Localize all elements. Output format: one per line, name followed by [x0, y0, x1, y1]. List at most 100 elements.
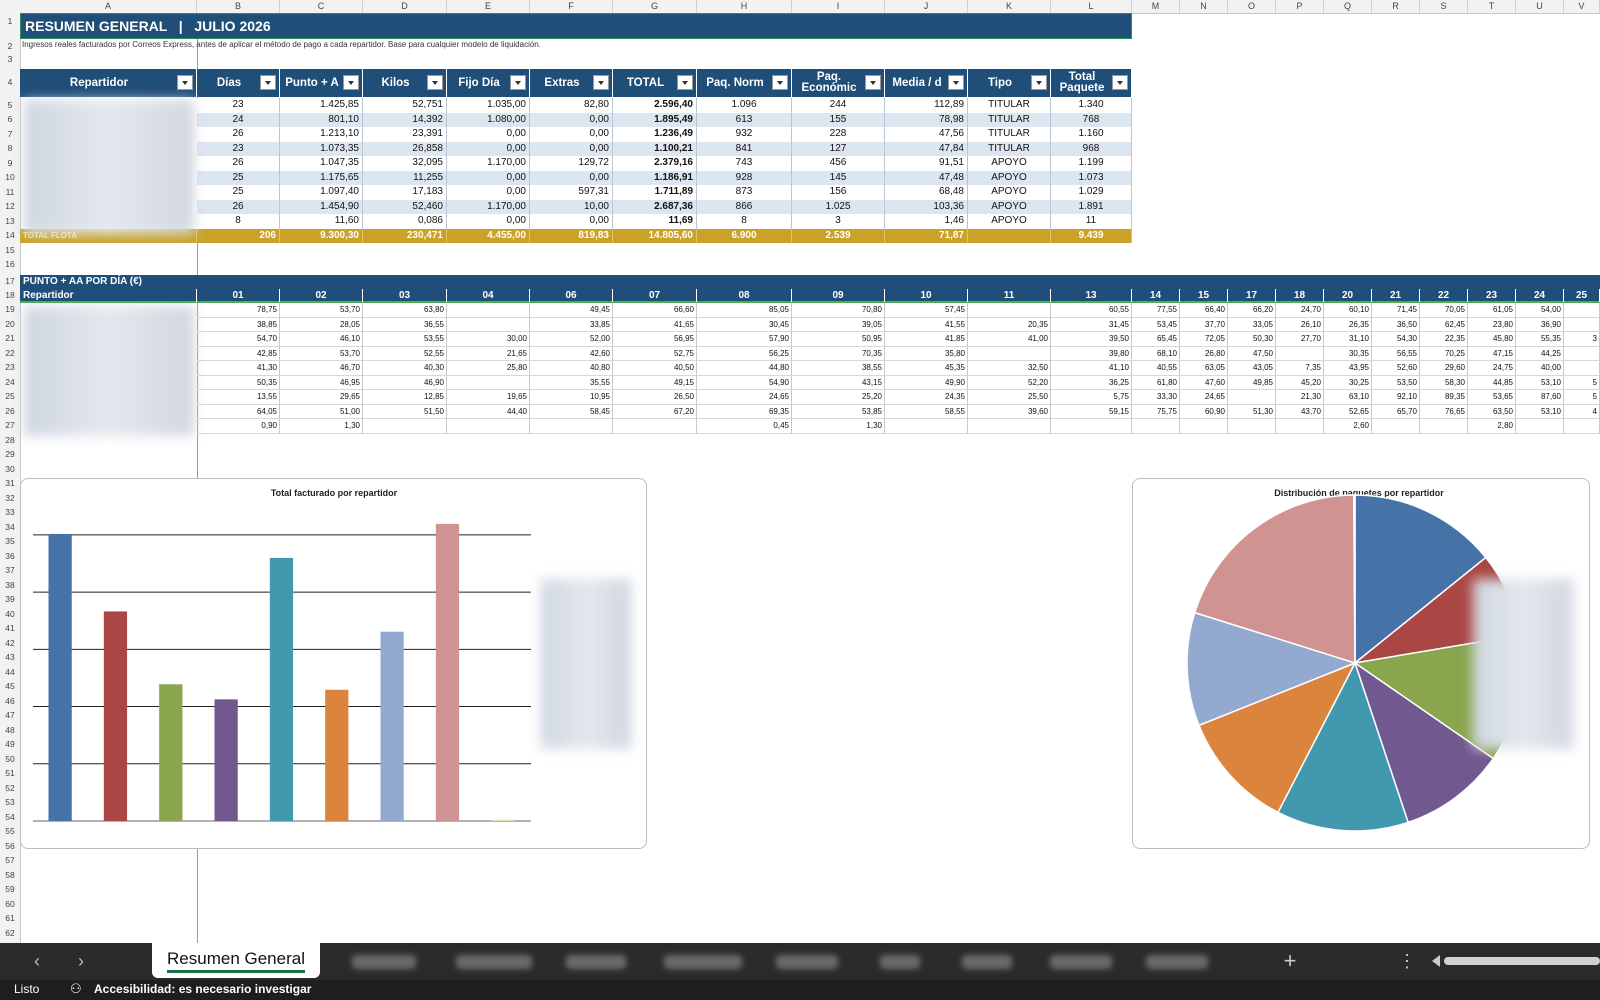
row-header[interactable]: 9: [7, 158, 13, 168]
daily-cell[interactable]: 60,90: [1180, 404, 1228, 419]
daily-cell[interactable]: [1276, 346, 1324, 361]
table-cell[interactable]: 23: [197, 98, 280, 113]
table-cell[interactable]: 14,392: [363, 112, 447, 127]
filter-dropdown-icon[interactable]: [260, 75, 276, 90]
column-header[interactable]: P: [1276, 0, 1324, 13]
daily-cell[interactable]: 39,50: [1051, 332, 1132, 347]
row-header[interactable]: 18: [5, 290, 15, 300]
row-header[interactable]: 14: [5, 230, 15, 240]
daily-cell[interactable]: 60,55: [1051, 303, 1132, 318]
row-header[interactable]: 38: [5, 579, 15, 590]
total-cell[interactable]: [968, 228, 1051, 243]
pie-slice[interactable]: [1186, 611, 1358, 727]
pie-chart[interactable]: Distribución de paquetes por repartidor: [1132, 478, 1590, 849]
daily-cell[interactable]: 53,10: [1516, 375, 1564, 390]
column-header[interactable]: B: [197, 0, 280, 13]
table-cell[interactable]: 932: [697, 127, 792, 142]
total-cell[interactable]: 9.300,30: [280, 228, 363, 243]
table-cell[interactable]: 91,51: [885, 156, 968, 171]
table-cell[interactable]: 1.340: [1051, 98, 1132, 113]
daily-cell[interactable]: 51,50: [363, 404, 447, 419]
table-cell[interactable]: 1.160: [1051, 127, 1132, 142]
daily-cell[interactable]: 46,90: [363, 375, 447, 390]
row-header[interactable]: 34: [5, 521, 15, 532]
daily-cell[interactable]: 26,10: [1276, 317, 1324, 332]
daily-cell[interactable]: 63,80: [363, 303, 447, 318]
daily-cell[interactable]: 19,65: [447, 390, 530, 405]
daily-cell[interactable]: 53,10: [1516, 404, 1564, 419]
table-cell[interactable]: 11,69: [613, 214, 697, 229]
daily-cell[interactable]: 64,05: [197, 404, 280, 419]
daily-cell[interactable]: [1420, 419, 1468, 434]
daily-cell[interactable]: 5,75: [1051, 390, 1132, 405]
table-cell[interactable]: 801,10: [280, 112, 363, 127]
daily-cell[interactable]: 38,55: [792, 361, 885, 376]
daily-cell[interactable]: 41,00: [968, 332, 1051, 347]
total-cell[interactable]: 71,87: [885, 228, 968, 243]
daily-cell[interactable]: 66,40: [1180, 303, 1228, 318]
row-header[interactable]: 37: [5, 565, 15, 575]
total-cell[interactable]: 4.455,00: [447, 228, 530, 243]
daily-cell[interactable]: [1564, 346, 1600, 361]
table-cell[interactable]: 0,00: [530, 214, 613, 229]
table-cell[interactable]: 597,31: [530, 185, 613, 200]
daily-cell[interactable]: 45,35: [885, 361, 968, 376]
total-cell[interactable]: 6.900: [697, 228, 792, 243]
table-cell[interactable]: 47,84: [885, 141, 968, 156]
row-header[interactable]: 1: [7, 16, 13, 26]
bar[interactable]: [380, 631, 404, 821]
daily-cell[interactable]: 89,35: [1420, 390, 1468, 405]
daily-cell[interactable]: [613, 419, 697, 434]
daily-cell[interactable]: 49,45: [530, 303, 613, 318]
sheet-title-banner[interactable]: RESUMEN GENERAL | JULIO 2026: [20, 13, 1132, 39]
table-cell[interactable]: TITULAR: [968, 127, 1051, 142]
daily-cell[interactable]: 56,55: [1372, 346, 1420, 361]
table-cell[interactable]: 0,00: [447, 185, 530, 200]
daily-cell[interactable]: [1564, 303, 1600, 318]
table-cell[interactable]: 47,56: [885, 127, 968, 142]
daily-cell[interactable]: 22,35: [1420, 332, 1468, 347]
column-header[interactable]: J: [885, 0, 968, 13]
daily-cell[interactable]: 55,35: [1516, 332, 1564, 347]
filter-dropdown-icon[interactable]: [593, 75, 609, 90]
daily-cell[interactable]: 36,55: [363, 317, 447, 332]
sheet-tab-hidden[interactable]: [352, 955, 416, 969]
filter-dropdown-icon[interactable]: [1112, 75, 1128, 90]
column-header[interactable]: A: [20, 0, 197, 13]
table-cell[interactable]: 24: [197, 112, 280, 127]
column-header[interactable]: R: [1372, 0, 1420, 13]
row-header[interactable]: 56: [5, 840, 15, 851]
daily-cell[interactable]: 25,50: [968, 390, 1051, 405]
total-cell[interactable]: 206: [197, 228, 280, 243]
daily-cell[interactable]: 46,70: [280, 361, 363, 376]
pie-slice[interactable]: [1353, 661, 1495, 824]
daily-cell[interactable]: 70,25: [1420, 346, 1468, 361]
row-header[interactable]: 43: [5, 652, 15, 662]
row-header[interactable]: 61: [5, 913, 15, 923]
daily-cell[interactable]: 33,85: [530, 317, 613, 332]
table-cell[interactable]: 0,086: [363, 214, 447, 229]
daily-cell[interactable]: 70,35: [792, 346, 885, 361]
filter-dropdown-icon[interactable]: [510, 75, 526, 90]
daily-cell[interactable]: 52,60: [1372, 361, 1420, 376]
daily-cell[interactable]: 70,80: [792, 303, 885, 318]
daily-cell[interactable]: 32,50: [968, 361, 1051, 376]
daily-cell[interactable]: 53,50: [1372, 375, 1420, 390]
sheet-tab-hidden[interactable]: [664, 955, 742, 969]
daily-cell[interactable]: 58,30: [1420, 375, 1468, 390]
daily-cell[interactable]: [1516, 419, 1564, 434]
table-cell[interactable]: APOYO: [968, 185, 1051, 200]
daily-cell[interactable]: 24,65: [1180, 390, 1228, 405]
daily-cell[interactable]: 45,80: [1468, 332, 1516, 347]
daily-cell[interactable]: 62,45: [1420, 317, 1468, 332]
daily-cell[interactable]: [447, 303, 530, 318]
daily-cell[interactable]: 1,30: [792, 419, 885, 434]
column-header[interactable]: F: [530, 0, 613, 13]
daily-cell[interactable]: [1564, 317, 1600, 332]
column-header[interactable]: G: [613, 0, 697, 13]
table-cell[interactable]: 1.073: [1051, 170, 1132, 185]
row-header[interactable]: 55: [5, 826, 15, 836]
row-header[interactable]: 16: [5, 259, 15, 269]
filter-dropdown-icon[interactable]: [343, 75, 359, 90]
table-cell[interactable]: TITULAR: [968, 112, 1051, 127]
